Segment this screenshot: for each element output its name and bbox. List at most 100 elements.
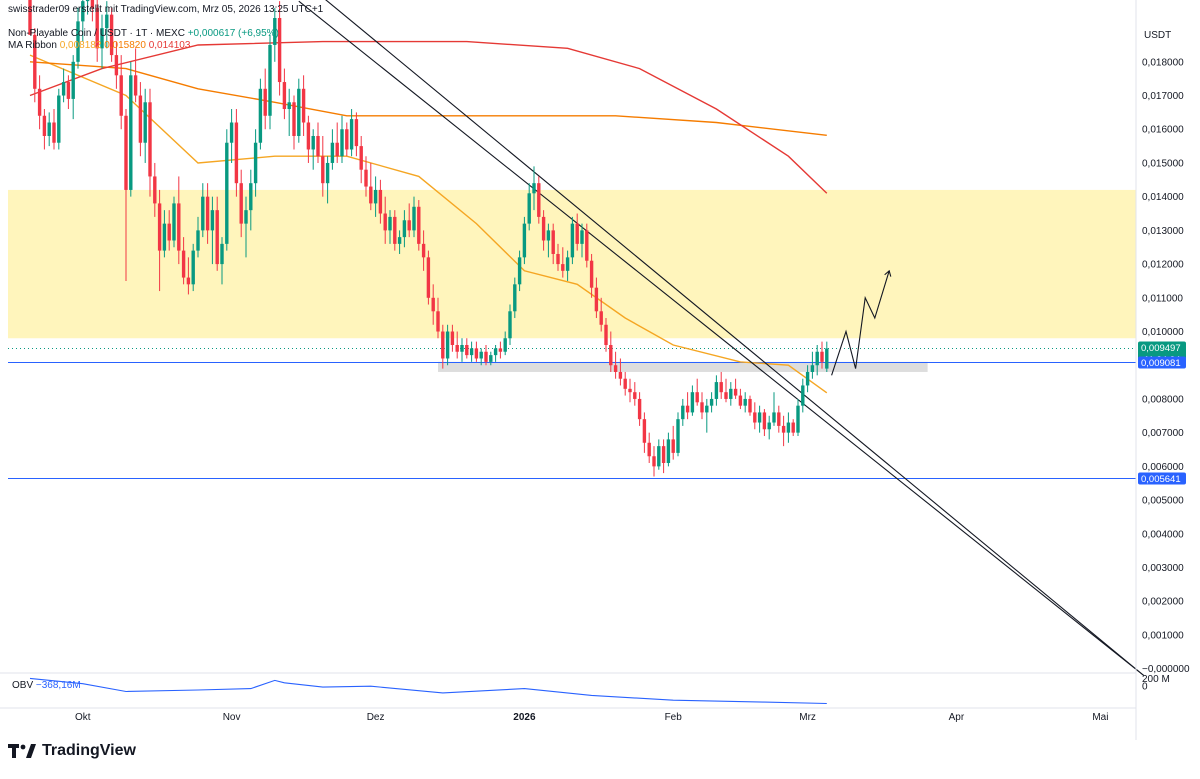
candle[interactable] [397,230,402,254]
candle[interactable] [556,243,560,271]
candle[interactable] [61,68,66,103]
candle[interactable] [613,351,618,379]
candle[interactable] [805,365,810,393]
candle[interactable] [431,284,435,325]
candle[interactable] [229,109,234,163]
candle[interactable] [129,61,133,197]
candle[interactable] [330,129,335,170]
ma-short[interactable] [29,54,828,394]
candle[interactable] [772,392,776,426]
candle[interactable] [815,345,819,376]
candle[interactable] [196,216,200,258]
candle[interactable] [498,341,503,359]
candle[interactable] [234,109,239,197]
candle[interactable] [383,196,387,244]
candle[interactable] [244,196,248,258]
ma-mid[interactable] [29,61,827,136]
candle[interactable] [109,7,114,62]
candle[interactable] [316,122,320,163]
candle[interactable] [105,1,109,49]
candle[interactable] [301,75,306,136]
candle[interactable] [364,156,368,197]
candle[interactable] [81,0,85,42]
candle[interactable] [253,129,258,197]
candle[interactable] [753,402,757,430]
candle[interactable] [167,210,171,251]
candle[interactable] [450,324,455,352]
candle[interactable] [201,183,205,238]
candle[interactable] [465,338,469,359]
candle[interactable] [575,213,579,251]
candle[interactable] [421,230,426,271]
candle[interactable] [369,162,373,211]
candle[interactable] [157,189,162,292]
candle[interactable] [561,247,565,278]
candle[interactable] [599,297,603,332]
candle[interactable] [541,210,546,251]
candle[interactable] [695,378,699,406]
candle[interactable] [186,257,191,295]
candle[interactable] [417,200,421,251]
candle[interactable] [810,351,815,379]
candle[interactable] [85,0,90,15]
candle[interactable] [628,378,632,403]
candle[interactable] [762,409,767,437]
candle[interactable] [777,405,781,433]
candle[interactable] [191,243,195,292]
candle[interactable] [681,398,685,426]
candle[interactable] [666,432,671,467]
candle[interactable] [570,216,575,265]
candle[interactable] [258,78,263,150]
candle[interactable] [445,324,450,366]
candle[interactable] [484,345,488,366]
candle[interactable] [589,253,594,298]
candle[interactable] [685,392,690,420]
brand-logo[interactable]: TradingView [8,741,136,761]
candle[interactable] [263,68,267,130]
candle[interactable] [801,378,805,413]
candle[interactable] [508,304,512,345]
candle[interactable] [546,223,551,258]
candle[interactable] [604,318,608,352]
currency-label[interactable]: USDT [1144,30,1171,41]
candle[interactable] [714,375,719,406]
candle[interactable] [407,203,411,238]
candle[interactable] [205,183,210,244]
ma-long[interactable] [29,40,828,194]
candle[interactable] [719,371,723,399]
candle[interactable] [143,88,147,163]
candle[interactable] [95,0,99,62]
candle[interactable] [729,382,733,406]
candle[interactable] [90,0,95,22]
trendline-lower[interactable] [298,0,1144,676]
candle[interactable] [493,345,498,362]
candle[interactable] [436,297,440,339]
candle[interactable] [287,88,291,136]
candle[interactable] [181,237,186,285]
candle[interactable] [100,14,104,69]
candle[interactable] [37,75,42,130]
candle[interactable] [373,176,378,217]
candle[interactable] [748,395,752,416]
candle[interactable] [268,34,272,130]
candle[interactable] [522,216,527,265]
candle[interactable] [733,378,738,399]
candle[interactable] [114,41,119,89]
obv-line[interactable] [29,677,827,705]
candle[interactable] [215,196,219,271]
candle[interactable] [42,109,47,150]
candle[interactable] [517,250,522,292]
candle[interactable] [138,82,143,157]
projection-path[interactable] [831,270,890,376]
candle[interactable] [594,277,599,319]
candle[interactable] [153,162,157,217]
candle[interactable] [124,109,128,281]
candle[interactable] [513,277,517,319]
indicator-legend[interactable]: MA Ribbon 0,008182 0,015820 0,014103 [8,40,190,51]
candle[interactable] [321,135,325,197]
candle[interactable] [565,250,570,281]
candle[interactable] [441,324,445,369]
candle[interactable] [781,415,786,447]
candle[interactable] [133,48,138,103]
